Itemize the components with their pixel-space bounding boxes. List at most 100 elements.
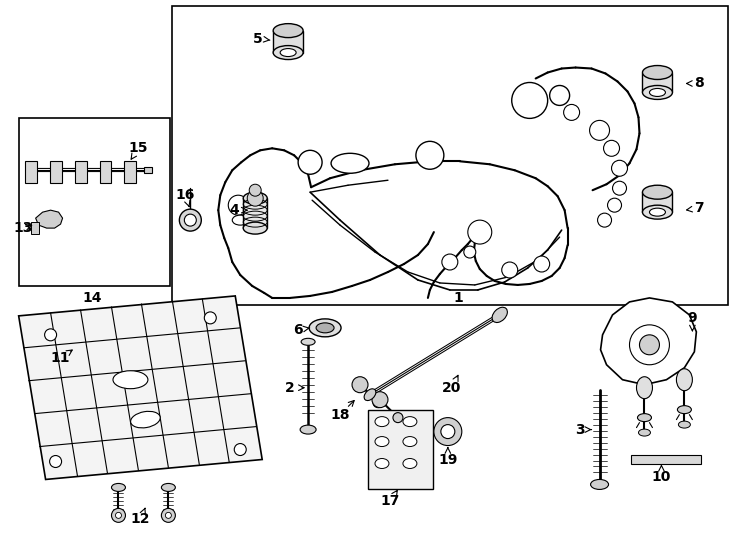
Ellipse shape — [161, 483, 175, 491]
Ellipse shape — [638, 414, 652, 422]
Bar — [273, 31, 303, 52]
Ellipse shape — [642, 185, 672, 199]
Bar — [368, 410, 433, 489]
Ellipse shape — [179, 209, 201, 231]
Ellipse shape — [364, 389, 376, 401]
Circle shape — [512, 83, 548, 118]
Circle shape — [228, 195, 248, 215]
Ellipse shape — [301, 339, 315, 345]
Ellipse shape — [280, 49, 296, 57]
Text: 2: 2 — [286, 381, 295, 395]
Circle shape — [613, 181, 627, 195]
Circle shape — [597, 213, 611, 227]
Text: 19: 19 — [438, 453, 457, 467]
Circle shape — [393, 413, 403, 423]
Ellipse shape — [375, 436, 389, 447]
Circle shape — [416, 141, 444, 169]
Ellipse shape — [642, 65, 672, 79]
Circle shape — [434, 417, 462, 446]
Ellipse shape — [677, 369, 692, 390]
Circle shape — [50, 456, 62, 468]
Ellipse shape — [273, 24, 303, 38]
Ellipse shape — [403, 417, 417, 427]
Ellipse shape — [642, 205, 672, 219]
Ellipse shape — [243, 222, 267, 234]
Circle shape — [603, 140, 619, 156]
Ellipse shape — [232, 215, 248, 225]
Circle shape — [298, 150, 322, 174]
Text: 16: 16 — [175, 188, 195, 202]
Circle shape — [630, 325, 669, 364]
Circle shape — [45, 329, 57, 341]
Text: 15: 15 — [128, 141, 148, 156]
Ellipse shape — [650, 208, 666, 216]
Circle shape — [589, 120, 609, 140]
Ellipse shape — [131, 411, 160, 428]
Ellipse shape — [591, 480, 608, 489]
Text: 9: 9 — [688, 311, 697, 325]
Ellipse shape — [300, 425, 316, 434]
Circle shape — [112, 508, 126, 522]
Ellipse shape — [273, 45, 303, 59]
Ellipse shape — [636, 377, 653, 399]
Text: 20: 20 — [442, 381, 462, 395]
Ellipse shape — [677, 406, 691, 414]
Circle shape — [161, 508, 175, 522]
Circle shape — [204, 312, 217, 324]
Ellipse shape — [184, 214, 196, 226]
Text: 5: 5 — [253, 32, 263, 45]
Ellipse shape — [113, 371, 148, 389]
Text: 8: 8 — [694, 77, 704, 91]
Text: 7: 7 — [694, 201, 704, 215]
Ellipse shape — [309, 319, 341, 337]
Text: 4: 4 — [230, 203, 239, 217]
Bar — [125, 161, 137, 183]
Polygon shape — [18, 296, 262, 480]
Bar — [642, 192, 672, 212]
Circle shape — [165, 512, 171, 518]
Bar — [172, 6, 728, 305]
Text: 11: 11 — [51, 351, 70, 365]
Ellipse shape — [243, 192, 267, 204]
Circle shape — [639, 335, 659, 355]
Text: 18: 18 — [330, 408, 350, 422]
Circle shape — [234, 443, 246, 456]
Ellipse shape — [316, 323, 334, 333]
Bar — [75, 161, 87, 183]
Ellipse shape — [492, 307, 507, 322]
Circle shape — [352, 377, 368, 393]
Circle shape — [502, 262, 517, 278]
Bar — [25, 161, 37, 183]
Text: 10: 10 — [652, 470, 671, 484]
Text: 17: 17 — [380, 495, 399, 508]
Polygon shape — [600, 298, 697, 384]
Ellipse shape — [642, 85, 672, 99]
Circle shape — [468, 220, 492, 244]
Text: 12: 12 — [131, 512, 150, 526]
Circle shape — [611, 160, 628, 176]
Circle shape — [372, 392, 388, 408]
Ellipse shape — [403, 458, 417, 469]
Bar — [642, 72, 672, 92]
Polygon shape — [36, 210, 62, 228]
Ellipse shape — [650, 89, 666, 97]
Bar — [31, 222, 39, 234]
Text: 1: 1 — [453, 291, 462, 305]
Circle shape — [442, 254, 458, 270]
Bar — [50, 161, 62, 183]
Ellipse shape — [112, 483, 126, 491]
Ellipse shape — [403, 436, 417, 447]
Circle shape — [250, 184, 261, 196]
Bar — [631, 455, 702, 464]
Circle shape — [247, 190, 264, 206]
Ellipse shape — [375, 417, 389, 427]
Ellipse shape — [678, 421, 691, 428]
Bar — [243, 198, 267, 228]
Bar — [18, 118, 170, 286]
Text: 13: 13 — [13, 221, 32, 235]
Circle shape — [115, 512, 121, 518]
Circle shape — [464, 246, 476, 258]
Circle shape — [534, 256, 550, 272]
Ellipse shape — [639, 429, 650, 436]
Text: 3: 3 — [575, 423, 584, 436]
